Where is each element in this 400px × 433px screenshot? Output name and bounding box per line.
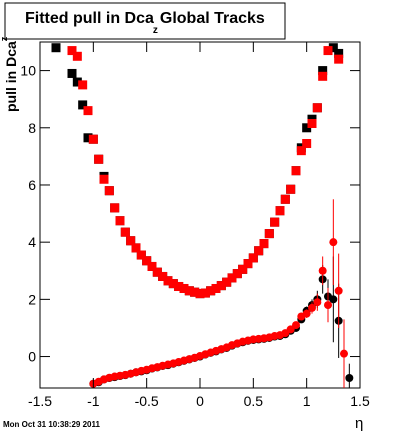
circle-marker — [308, 303, 316, 312]
square-marker — [72, 77, 82, 87]
circle-marker — [334, 286, 343, 295]
square-marker — [67, 68, 77, 78]
square-marker — [179, 283, 189, 293]
y-tick-label: 0 — [28, 349, 36, 365]
square-marker — [259, 239, 269, 249]
square-marker — [323, 46, 333, 56]
square-marker — [318, 66, 328, 76]
y-tick-label: 10 — [20, 63, 36, 79]
x-tick-label: 0.5 — [244, 393, 264, 409]
square-marker — [291, 166, 301, 176]
square-marker — [67, 46, 77, 56]
square-marker — [206, 286, 216, 296]
square-marker — [184, 286, 194, 296]
square-marker — [104, 186, 114, 196]
circle-marker — [345, 373, 354, 382]
square-marker — [115, 216, 125, 226]
square-marker — [312, 103, 322, 113]
square-marker — [302, 139, 312, 149]
square-marker — [307, 118, 317, 128]
x-tick-label: 1.5 — [350, 393, 370, 409]
square-marker — [243, 259, 253, 269]
square-marker — [158, 271, 168, 281]
square-marker — [275, 206, 285, 216]
y-tick-label: 4 — [28, 234, 36, 250]
title-main: Fitted pull in Dca — [25, 10, 154, 27]
circle-marker — [302, 309, 311, 318]
x-tick-label: 1 — [303, 393, 311, 409]
circle-marker — [324, 301, 332, 310]
x-tick-label: -1.5 — [28, 393, 52, 409]
square-marker — [83, 133, 93, 143]
y-tick-label: 8 — [28, 120, 36, 136]
circle-marker — [318, 266, 327, 275]
square-marker — [51, 43, 61, 53]
square-marker — [110, 203, 120, 213]
chart-title: Fitted pull in DcazGlobal Tracks — [25, 10, 265, 36]
x-tick-label: -0.5 — [135, 393, 159, 409]
square-marker — [334, 54, 344, 64]
square-marker — [163, 276, 173, 286]
circle-marker — [329, 238, 338, 247]
square-marker — [120, 227, 130, 237]
y-tick-label: 6 — [28, 177, 36, 193]
x-tick-label: -1 — [87, 393, 100, 409]
square-marker — [99, 174, 109, 184]
square-marker — [83, 106, 93, 116]
y-label-subscript: z — [0, 36, 9, 41]
circle-marker — [292, 321, 300, 330]
square-marker — [216, 281, 226, 291]
square-marker — [222, 277, 232, 287]
square-marker — [136, 250, 146, 260]
square-marker — [190, 287, 200, 297]
square-marker — [78, 80, 88, 90]
square-marker — [94, 154, 104, 164]
circle-marker — [286, 325, 295, 334]
circle-marker — [340, 349, 348, 358]
square-marker — [168, 279, 178, 289]
square-marker — [302, 123, 312, 133]
square-marker — [211, 283, 221, 293]
square-marker — [232, 269, 242, 279]
title-rest: Global Tracks — [160, 10, 265, 27]
square-marker — [78, 100, 88, 110]
title-box — [4, 2, 286, 40]
square-marker — [254, 246, 264, 256]
square-marker — [126, 236, 136, 246]
x-tick-label: 0 — [196, 393, 204, 409]
square-marker — [318, 71, 328, 81]
square-marker — [174, 281, 184, 291]
plot-area — [51, 43, 354, 388]
square-marker — [286, 184, 296, 194]
square-marker — [131, 243, 141, 253]
footer-date: Mon Oct 31 10:38:29 2011 — [3, 420, 100, 429]
y-label-main: pull in Dca — [3, 41, 19, 112]
square-marker — [142, 256, 152, 266]
square-marker — [195, 289, 205, 299]
square-marker — [280, 194, 290, 204]
y-axis-label: pull in Dcaz — [0, 36, 19, 112]
square-marker — [152, 267, 162, 277]
x-axis-label: η — [355, 415, 363, 432]
square-marker — [264, 229, 274, 239]
square-marker — [200, 288, 210, 298]
circle-marker — [313, 298, 322, 307]
title-subscript: z — [153, 25, 158, 36]
square-marker — [72, 51, 82, 61]
square-marker — [328, 43, 338, 53]
square-marker — [238, 264, 248, 274]
circle-marker — [329, 295, 338, 304]
square-marker — [296, 146, 306, 156]
square-marker — [147, 261, 157, 271]
square-marker — [88, 134, 98, 144]
square-marker — [248, 253, 258, 263]
square-marker — [334, 48, 344, 58]
y-tick-label: 2 — [28, 291, 36, 307]
square-marker — [227, 273, 237, 283]
square-marker — [270, 217, 280, 227]
plot-frame — [39, 41, 361, 389]
